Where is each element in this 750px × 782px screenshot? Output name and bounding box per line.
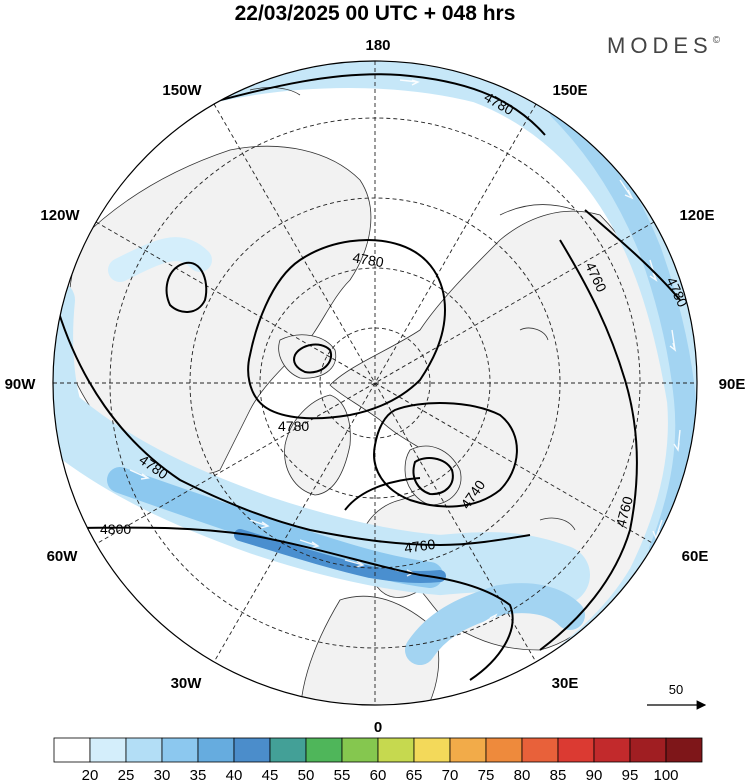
jet-atlantic-core — [234, 529, 446, 583]
contour-line — [412, 457, 454, 496]
contour-line — [247, 239, 447, 420]
colorbar-swatch — [233, 737, 271, 763]
lon-label-30w: 30W — [171, 675, 203, 692]
wind-vector-arrow — [619, 179, 634, 200]
meridian-line — [95, 221, 655, 545]
reference-vector-label: 50 — [669, 682, 683, 697]
colorbar-swatch — [449, 737, 487, 763]
jet-pacific-mid — [549, 99, 697, 561]
lon-label-90e: 90E — [719, 376, 746, 393]
contour-line — [584, 209, 681, 301]
colorbar-swatch — [341, 737, 379, 763]
graticule — [53, 61, 697, 705]
contour-label: 4780 — [278, 418, 309, 434]
colorbar-tick-label: 90 — [586, 767, 603, 782]
colorbar-tick-label: 80 — [514, 767, 531, 782]
contour-line — [189, 73, 546, 136]
colorbar-swatch — [557, 737, 595, 763]
contour-label: 4800 — [100, 521, 131, 537]
wind-vectors — [129, 79, 681, 626]
lon-label-150e: 150E — [552, 82, 587, 99]
wind-vector-arrow — [673, 429, 681, 452]
colorbar-tick-label: 35 — [190, 767, 207, 782]
contour-line — [373, 402, 518, 508]
colorbar-tick-label: 20 — [82, 767, 99, 782]
africa-landmass — [299, 595, 440, 705]
colorbar-tick-label: 45 — [262, 767, 279, 782]
lon-label-60e: 60E — [682, 548, 709, 565]
contour-line — [69, 526, 514, 681]
colorbar-swatch — [629, 737, 667, 763]
colorbar-swatch — [53, 737, 91, 763]
lon-label-60w: 60W — [47, 548, 79, 565]
colorbar-swatch — [197, 737, 235, 763]
coastline-segment — [249, 87, 301, 96]
map-boundary — [52, 60, 698, 706]
contour-label: 4780 — [351, 249, 385, 270]
colorbar-tick-label: 65 — [406, 767, 423, 782]
longitude-labels: 180 150E 120E 90E 60E 30E 0 30W 60W 90W … — [5, 37, 746, 736]
lon-label-180: 180 — [365, 37, 390, 54]
colorbar-tick-label: 75 — [478, 767, 495, 782]
wind-vector-arrow — [669, 329, 677, 352]
coastline-segment — [539, 517, 576, 531]
coastlines — [249, 87, 576, 531]
colorbar-tick-label: 95 — [622, 767, 639, 782]
colorbar-swatch — [161, 737, 199, 763]
contour-line — [293, 343, 333, 374]
wind-vector-arrow — [479, 613, 498, 626]
colorbar-swatch — [125, 737, 163, 763]
wind-vector-arrow — [344, 559, 365, 568]
copyright-mark: © — [713, 35, 725, 46]
coastline-segment — [519, 327, 549, 341]
wind-vector-arrow — [652, 519, 663, 540]
coastline-segment — [499, 204, 576, 216]
wind-vector-arrow — [129, 469, 150, 480]
contour-line — [539, 239, 638, 651]
height-contours — [57, 73, 681, 681]
colorbar-swatch — [485, 737, 523, 763]
colorbar-swatch — [521, 737, 559, 763]
greenland-landmass — [284, 394, 351, 496]
lon-label-90w: 90W — [5, 376, 37, 393]
reference-vector: 50 — [647, 682, 707, 710]
chart-title: 22/03/2025 00 UTC + 048 hrs — [235, 2, 516, 25]
colorbar-tick-label: 100 — [653, 767, 678, 782]
wind-vector-arrow — [249, 519, 270, 529]
lon-label-120w: 120W — [40, 207, 80, 224]
colorbar-tick-label: 70 — [442, 767, 459, 782]
lon-label-150w: 150W — [162, 82, 202, 99]
colorbar-swatch — [413, 737, 451, 763]
jet-north-atlantic-band — [108, 237, 212, 282]
contour-line — [165, 261, 208, 313]
modes-logo: MODES© — [607, 33, 725, 58]
colorbar-tick-label: 30 — [154, 767, 171, 782]
colorbar-tick-label: 25 — [118, 767, 135, 782]
wind-vector-arrow — [399, 79, 420, 86]
contour-label: 4760 — [403, 536, 436, 556]
contour-line — [57, 309, 531, 547]
latitude-circle — [319, 327, 431, 439]
colorbar-swatch — [665, 737, 703, 763]
colorbar-tick-label: 60 — [370, 767, 387, 782]
wind-speed-colorbar: 20 25 30 35 40 45 50 55 60 65 70 75 80 85 90 95 100 — [53, 737, 703, 782]
colorbar-tick-label: 40 — [226, 767, 243, 782]
lon-label-0: 0 — [374, 719, 382, 736]
wind-vector-arrow — [299, 539, 320, 549]
colorbar-swatch — [305, 737, 343, 763]
colorbar-swatch — [593, 737, 631, 763]
colorbar-tick-label: 50 — [298, 767, 315, 782]
colorbar-swatch — [89, 737, 127, 763]
lon-label-30e: 30E — [552, 675, 579, 692]
contour-line — [344, 477, 421, 511]
map-disc: 4780 4780 4760 4780 4780 4780 4800 4760 … — [53, 61, 697, 705]
lon-label-120e: 120E — [679, 207, 714, 224]
colorbar-swatch — [377, 737, 415, 763]
jet-mediterranean — [405, 583, 585, 665]
colorbar-tick-label: 85 — [550, 767, 567, 782]
colorbar-tick-label: 55 — [334, 767, 351, 782]
colorbar-swatch — [269, 737, 307, 763]
contour-label: 4760 — [612, 494, 636, 528]
